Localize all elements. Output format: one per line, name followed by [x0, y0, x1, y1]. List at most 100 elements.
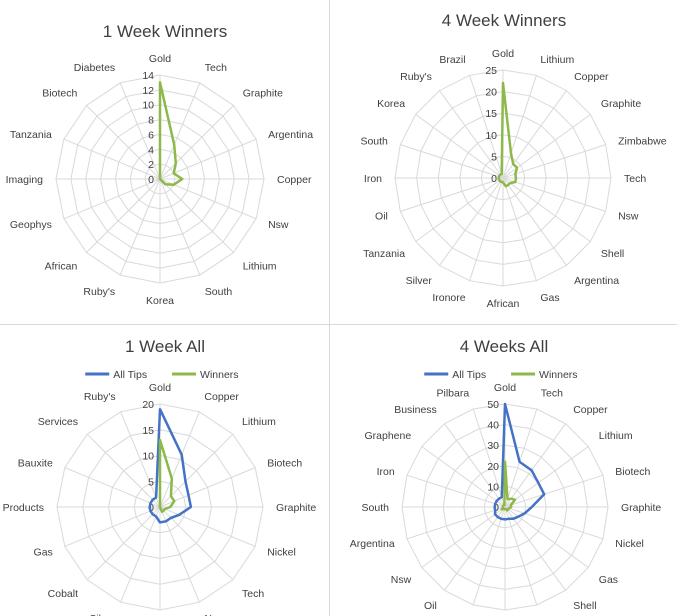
grid-spoke-7	[502, 177, 591, 242]
category-label-ruby-s: Ruby's	[84, 391, 116, 403]
category-label-gas: Gas	[599, 574, 618, 586]
category-label-gold: Gold	[149, 382, 171, 394]
category-label-nickel: Nickel	[615, 538, 644, 550]
category-label-graphene: Graphene	[364, 430, 411, 442]
legend-label-all-tips: All Tips	[113, 369, 147, 381]
grid-spoke-12	[439, 177, 504, 266]
axis-tick-label: 5	[148, 476, 154, 488]
grid-spoke-13	[64, 467, 161, 508]
axis-tick-label: 14	[142, 70, 154, 82]
grid-spoke-12	[444, 506, 506, 591]
grid-spoke-3	[504, 446, 589, 508]
category-label-silver: Silver	[406, 275, 433, 287]
category-label-lithium: Lithium	[242, 416, 276, 428]
category-label-imaging: Imaging	[6, 174, 44, 186]
grid-spoke-5	[159, 178, 257, 220]
category-label-graphite: Graphite	[243, 87, 283, 99]
category-label-biotech: Biotech	[615, 466, 650, 478]
axis-tick-label: 10	[142, 100, 154, 112]
chart-panel-1-week-all: 1 Week All All Tips Winners 0 5 10 15 20 Gold Cop…	[0, 326, 330, 616]
grid-spoke-2	[504, 423, 566, 508]
category-label-copper: Copper	[277, 174, 312, 186]
chart-panel-1-week-winners: 1 Week Winners 0 2 4 6 8 10 12 14 Gold Tech Graphit…	[0, 0, 330, 324]
category-label-lithium: Lithium	[243, 261, 277, 273]
legend-label-all-tips: All Tips	[452, 369, 486, 381]
category-label-gas: Gas	[540, 292, 559, 304]
axis-tick-label: 0	[491, 173, 497, 185]
axis-tick-label: 15	[142, 425, 154, 437]
grid-spoke-15	[120, 411, 161, 508]
grid-spoke-3	[159, 138, 257, 180]
category-label-geophys: Geophys	[10, 219, 52, 231]
axis-tick-label: 12	[142, 85, 154, 97]
grid-spoke-14	[86, 105, 161, 180]
category-label-tanzania: Tanzania	[10, 129, 52, 141]
grid-spoke-14	[86, 433, 161, 508]
category-label-gold: Gold	[492, 48, 514, 60]
chart-panel-4-week-winners: 4 Week Winners 0 5 10 15 20 25 Gold Lithium Coppe…	[331, 0, 677, 324]
axis-tick-label: 4	[148, 144, 154, 156]
series-line-all-tips	[148, 407, 193, 524]
series-line-winners	[158, 438, 176, 514]
category-label-korea: Korea	[377, 98, 405, 110]
category-label-african: African	[487, 298, 520, 310]
grid-spoke-17	[421, 446, 506, 508]
grid-spoke-17	[415, 114, 504, 179]
category-label-lithium: Lithium	[599, 430, 633, 442]
category-label-tech: Tech	[624, 173, 646, 185]
axis-tick-label: 2	[148, 159, 154, 171]
category-label-oil: Oil	[424, 600, 437, 612]
category-label-graphite: Graphite	[601, 98, 641, 110]
grid-spoke-10	[86, 178, 161, 253]
category-label-tanzania: Tanzania	[363, 248, 405, 260]
axis-tick-label: 15	[485, 108, 497, 120]
legend-label-winners: Winners	[539, 369, 578, 381]
axis-tick-label: 20	[485, 87, 497, 99]
grid-spoke-16	[406, 474, 506, 508]
grid-spoke-1	[504, 408, 538, 508]
radar-chart-1-week-winners: 1 Week Winners 0 2 4 6 8 10 12 14 Gold Tech Graphit…	[6, 22, 314, 307]
grid-spoke-13	[421, 506, 506, 568]
legend-label-winners: Winners	[200, 369, 239, 381]
grid-spoke-9	[502, 177, 537, 281]
category-label-gold: Gold	[494, 382, 516, 394]
category-label-south: South	[360, 136, 388, 148]
category-label-oil: Oil	[375, 210, 388, 222]
category-label-biotech: Biotech	[42, 87, 77, 99]
grid-spoke-9	[120, 506, 161, 603]
category-label-argentina: Argentina	[268, 129, 313, 141]
category-label-shell: Shell	[573, 600, 596, 612]
category-label-nsw: Nsw	[204, 613, 225, 616]
grid-spoke-11	[469, 177, 504, 281]
category-label-copper: Copper	[573, 404, 608, 416]
series-line-winners	[500, 460, 517, 512]
axis-tick-label: 8	[148, 115, 154, 127]
panel-divider-horizontal	[0, 324, 677, 325]
grid-spoke-18	[439, 90, 504, 179]
category-label-tech: Tech	[205, 62, 227, 74]
category-label-nsw: Nsw	[391, 574, 412, 586]
category-label-business: Business	[394, 404, 437, 416]
category-label-ruby-s: Ruby's	[83, 286, 115, 298]
category-label-services: Services	[38, 416, 78, 428]
grid-spoke-6	[159, 178, 234, 253]
grid-spoke-14	[406, 506, 506, 540]
grid-spoke-13	[63, 138, 161, 180]
category-label-south: South	[205, 286, 233, 298]
chart-title: 4 Weeks All	[460, 337, 549, 356]
grid-spoke-10	[86, 506, 161, 581]
category-label-nsw: Nsw	[618, 210, 639, 222]
grid-spoke-11	[64, 506, 161, 547]
axis-tick-label: 50	[487, 399, 499, 411]
radar-chart-4-week-winners: 4 Week Winners 0 5 10 15 20 25 Gold LithiumCoppe…	[360, 11, 666, 310]
grid-spoke-11	[63, 178, 161, 220]
axis-tick-label: 20	[487, 461, 499, 473]
grid-spoke-6	[504, 506, 604, 540]
chart-title: 1 Week Winners	[103, 22, 227, 41]
axis-tick-label: 6	[148, 129, 154, 141]
category-label-gas: Gas	[34, 546, 53, 558]
radar-chart-4-weeks-all: 4 Weeks All All Tips Winners 0 10 20 30 40 50 Gol…	[350, 337, 662, 612]
category-label-cobalt: Cobalt	[48, 588, 78, 600]
category-label-nickel: Nickel	[267, 546, 296, 558]
